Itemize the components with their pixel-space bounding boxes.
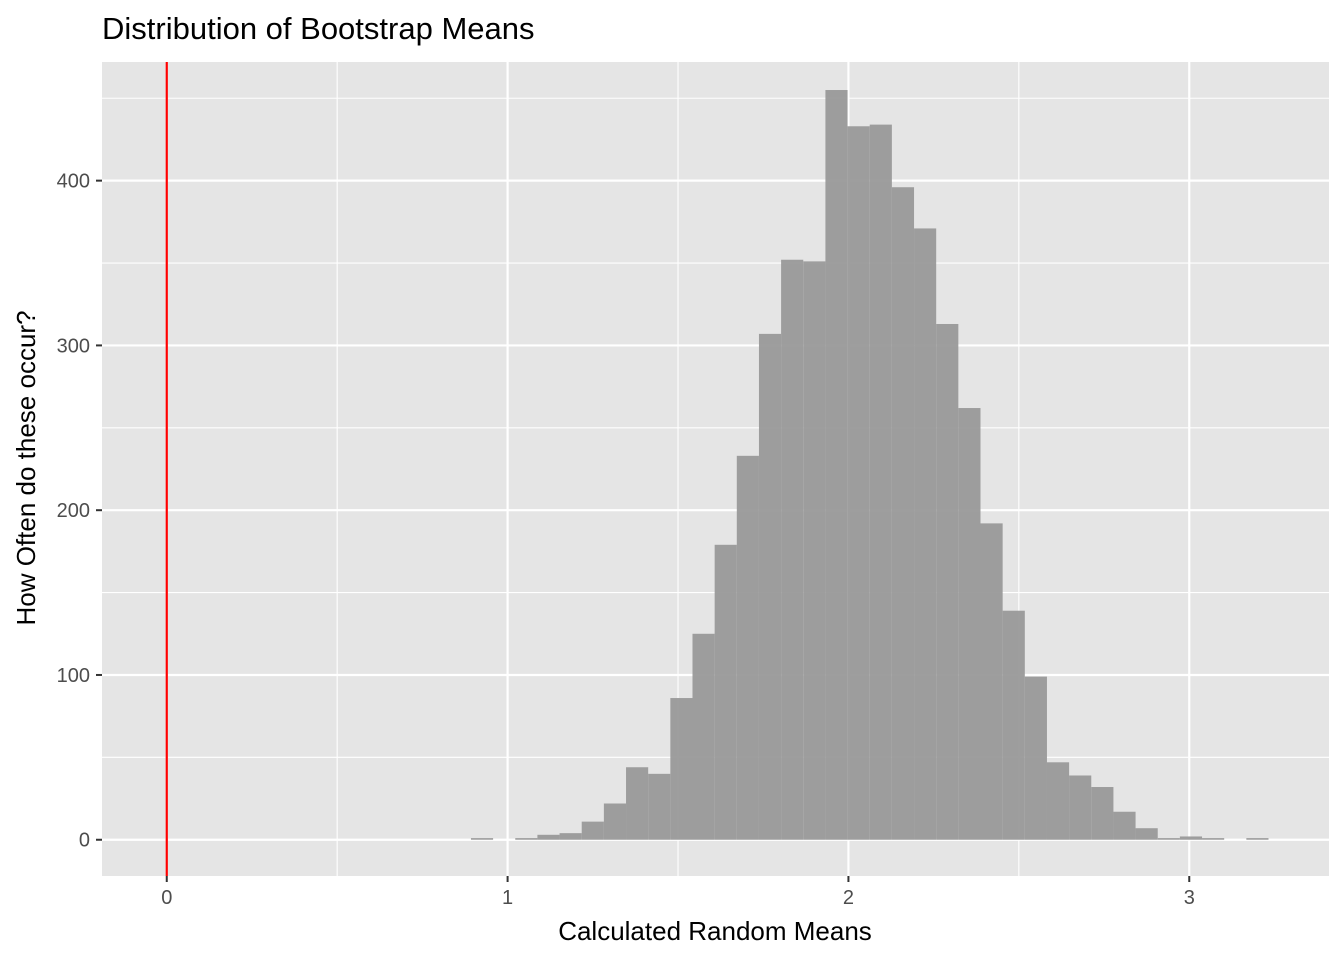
- x-tick-label: 2: [843, 887, 854, 909]
- histogram-bar: [715, 545, 737, 840]
- x-tick-label: 0: [161, 887, 172, 909]
- x-tick-label: 3: [1184, 887, 1195, 909]
- histogram-bar: [560, 833, 582, 840]
- histogram-bar: [759, 334, 781, 840]
- y-tick-label: 400: [57, 171, 90, 193]
- x-tick-label: 1: [502, 887, 513, 909]
- histogram-bar: [1246, 838, 1268, 840]
- histogram-bar: [1091, 787, 1113, 840]
- x-axis-title: Calculated Random Means: [558, 916, 872, 946]
- histogram-bar: [825, 90, 847, 840]
- histogram-bar: [471, 838, 493, 840]
- y-axis-title: How Often do these occur?: [11, 310, 41, 625]
- histogram-bar: [1136, 828, 1158, 840]
- histogram-bar: [582, 822, 604, 840]
- histogram-bar: [870, 125, 892, 840]
- histogram-bar: [980, 523, 1002, 839]
- histogram-bar: [781, 260, 803, 840]
- y-tick-label: 200: [57, 500, 90, 522]
- y-tick-label: 300: [57, 335, 90, 357]
- histogram-bar: [1180, 836, 1202, 839]
- histogram-bar: [692, 634, 714, 840]
- histogram-bar: [958, 408, 980, 840]
- histogram-bar: [1069, 775, 1091, 839]
- histogram-bar: [914, 228, 936, 839]
- histogram-bar: [1003, 611, 1025, 840]
- histogram-bar: [803, 261, 825, 839]
- histogram-bar: [670, 698, 692, 840]
- histogram-bar: [1025, 677, 1047, 840]
- histogram-bar: [1158, 838, 1180, 840]
- histogram-bar: [848, 126, 870, 839]
- y-tick-label: 100: [57, 665, 90, 687]
- histogram-bar: [892, 187, 914, 840]
- histogram-bar: [515, 838, 537, 840]
- histogram-bar: [626, 767, 648, 840]
- histogram-bar: [1047, 762, 1069, 839]
- histogram-bar: [604, 803, 626, 839]
- histogram-bar: [1113, 812, 1135, 840]
- histogram-bar: [648, 774, 670, 840]
- histogram-bar: [537, 835, 559, 840]
- histogram-bar: [737, 456, 759, 840]
- histogram-bar: [1202, 838, 1224, 840]
- y-tick-label: 0: [79, 830, 90, 852]
- histogram-bar: [936, 324, 958, 840]
- chart-title: Distribution of Bootstrap Means: [102, 11, 535, 46]
